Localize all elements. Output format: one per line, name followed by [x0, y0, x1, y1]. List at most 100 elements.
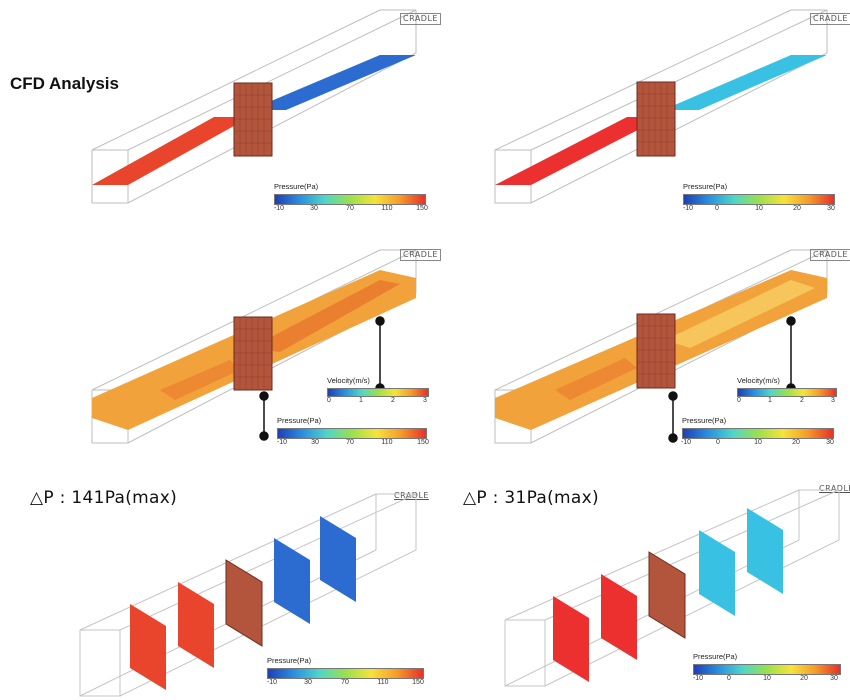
section-plane-3 [274, 538, 310, 624]
tick-label: 110 [381, 439, 393, 446]
probe-dot [786, 316, 796, 326]
colorbar-gradient [327, 388, 429, 397]
section-plane-2 [601, 574, 637, 660]
tick-label: 20 [793, 205, 801, 212]
tick-label: 10 [754, 439, 762, 446]
pressure-colorbar: Pressure(Pa) -10 0 10 20 30 [683, 182, 843, 222]
panel-sections-left: △P : 141Pa(max) CRADLE Pressure(Pa) -10 … [0, 480, 428, 700]
colorbar-title: Pressure(Pa) [693, 652, 738, 661]
tick-label: -10 [276, 439, 288, 446]
brand-logo: CRADLE [400, 13, 441, 25]
delta-p-label: △P : 141Pa(max) [30, 488, 178, 508]
panel-velocity-right: CRADLE Velocity(m/s) 0 1 2 3 Pressure(Pa… [425, 240, 850, 475]
section-plane-4 [747, 508, 783, 594]
colorbar-title: Pressure(Pa) [274, 182, 319, 191]
pressure-colorbar: Pressure(Pa) -10 30 70 110 150 [277, 416, 432, 456]
tick-label: 30 [827, 205, 835, 212]
tick-label: -10 [682, 205, 694, 212]
mesh-screen [233, 82, 273, 157]
colorbar-title: Pressure(Pa) [267, 656, 312, 665]
tick-label: -10 [680, 439, 692, 446]
section-plane-4 [320, 516, 356, 602]
pressure-colorbar: Pressure(Pa) -10 0 10 20 30 [680, 416, 842, 456]
colorbar-title: Pressure(Pa) [682, 416, 727, 425]
tick-label: 30 [830, 675, 838, 682]
section-plane-screen [225, 559, 263, 647]
panel-pressure-right: CRADLE Pressure(Pa) -10 0 10 20 30 [425, 0, 850, 235]
colorbar-gradient [267, 668, 424, 679]
delta-p-label: △P : 31Pa(max) [463, 488, 599, 508]
colorbar-title: Velocity(m/s) [737, 376, 780, 385]
low-pressure-region [663, 55, 827, 110]
velocity-jet [250, 280, 400, 352]
section-planes-diagram-left [79, 493, 417, 697]
tick-label: 1 [359, 397, 363, 404]
colorbar-gradient [693, 664, 841, 675]
tick-label: 70 [346, 439, 354, 446]
tick-label: 3 [831, 397, 835, 404]
colorbar-title: Pressure(Pa) [277, 416, 322, 425]
probe-dot [375, 316, 385, 326]
colorbar-gradient [737, 388, 837, 397]
tick-label: 30 [304, 679, 312, 686]
pressure-colorbar: Pressure(Pa) -10 30 70 110 150 [267, 656, 427, 696]
tick-label: 70 [346, 205, 354, 212]
probe-dot [259, 431, 269, 441]
tick-label: 0 [327, 397, 331, 404]
velocity-diagram-right [494, 249, 828, 444]
tick-label: 20 [800, 675, 808, 682]
tick-label: 110 [377, 679, 389, 686]
tick-label: 0 [727, 675, 731, 682]
high-pressure-region [495, 117, 663, 185]
tick-label: 30 [826, 439, 834, 446]
tick-label: -10 [692, 675, 704, 682]
section-plane-3 [699, 530, 735, 616]
brand-logo: CRADLE [810, 249, 850, 261]
tick-label: -10 [273, 205, 285, 212]
page-title: CFD Analysis [10, 74, 119, 93]
tick-label: 2 [800, 397, 804, 404]
section-plane-1 [130, 604, 166, 690]
tick-label: 20 [792, 439, 800, 446]
pressure-colorbar: Pressure(Pa) -10 0 10 20 30 [693, 652, 848, 692]
probe-dot [259, 391, 269, 401]
pressure-plane-diagram-right [494, 9, 828, 204]
pressure-plane-diagram-left [91, 9, 417, 204]
section-plane-2 [178, 582, 214, 668]
velocity-colorbar: Velocity(m/s) 0 1 2 3 [737, 376, 842, 416]
tick-label: 30 [310, 205, 318, 212]
tick-label: 3 [423, 397, 427, 404]
colorbar-gradient [682, 428, 834, 439]
velocity-diagram-left [91, 249, 417, 444]
tick-label: 150 [416, 205, 428, 212]
tick-label: 150 [417, 439, 429, 446]
brand-logo: CRADLE [400, 249, 441, 261]
high-pressure-region [92, 117, 250, 185]
tick-label: 70 [341, 679, 349, 686]
colorbar-gradient [274, 194, 426, 205]
colorbar-gradient [277, 428, 427, 439]
panel-pressure-left: CRADLE Pressure(Pa) -10 30 70 110 150 [0, 0, 441, 235]
low-pressure-region [250, 55, 416, 110]
section-plane-1 [553, 596, 589, 682]
velocity-jet [665, 280, 815, 348]
section-planes-diagram-right [504, 489, 840, 687]
tick-label: 10 [763, 675, 771, 682]
velocity-colorbar: Velocity(m/s) 0 1 2 3 [327, 376, 432, 416]
tick-label: -10 [266, 679, 278, 686]
colorbar-title: Pressure(Pa) [683, 182, 728, 191]
tick-label: 0 [716, 439, 720, 446]
pressure-colorbar: Pressure(Pa) -10 30 70 110 150 [274, 182, 429, 222]
tick-label: 0 [715, 205, 719, 212]
mesh-screen [636, 313, 676, 389]
tick-label: 1 [768, 397, 772, 404]
brand-logo: CRADLE [394, 491, 429, 500]
tick-label: 2 [391, 397, 395, 404]
colorbar-gradient [683, 194, 835, 205]
tick-label: 0 [737, 397, 741, 404]
mesh-screen [636, 81, 676, 157]
colorbar-title: Velocity(m/s) [327, 376, 370, 385]
panel-sections-right: △P : 31Pa(max) CRADLE Pressure(Pa) -10 0… [425, 480, 850, 700]
tick-label: 110 [381, 205, 393, 212]
tick-label: 30 [311, 439, 319, 446]
